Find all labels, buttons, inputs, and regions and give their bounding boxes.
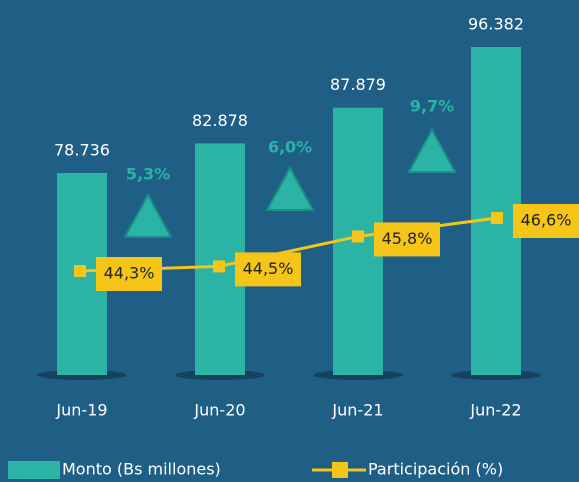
line-value-label: 46,6% xyxy=(521,211,572,230)
x-tick-label: Jun-20 xyxy=(193,401,245,420)
bar-value-label: 87.879 xyxy=(330,75,386,94)
growth-label: 6,0% xyxy=(268,138,312,157)
line-marker xyxy=(491,212,503,224)
x-tick-label: Jun-19 xyxy=(55,401,107,420)
line-label-box xyxy=(235,252,301,287)
legend-label: Monto (Bs millones) xyxy=(62,460,221,479)
line-value-label: 44,3% xyxy=(104,264,155,283)
legend-label: Participación (%) xyxy=(368,460,503,479)
x-tick-label: Jun-21 xyxy=(331,401,383,420)
growth-triangle xyxy=(407,127,457,173)
line-marker xyxy=(352,230,364,243)
line-marker xyxy=(213,260,225,273)
growth-label: 9,7% xyxy=(410,97,454,116)
bar-value-label: 82.878 xyxy=(192,111,248,130)
line-label-box xyxy=(513,204,579,238)
bar-value-label: 78.736 xyxy=(54,141,110,160)
growth-label: 5,3% xyxy=(126,165,170,184)
line-label-box xyxy=(374,222,440,257)
line-label-box xyxy=(96,257,162,291)
growth-triangle xyxy=(265,165,315,211)
line-marker xyxy=(74,265,86,277)
legend-swatch-bar xyxy=(8,461,60,479)
growth-triangle xyxy=(123,192,173,238)
line-value-label: 44,5% xyxy=(243,259,294,278)
bar-value-label: 96.382 xyxy=(468,15,524,34)
legend-swatch-marker xyxy=(332,462,348,478)
x-tick-label: Jun-22 xyxy=(469,401,521,420)
line-value-label: 45,8% xyxy=(382,229,433,248)
bar xyxy=(471,47,521,375)
